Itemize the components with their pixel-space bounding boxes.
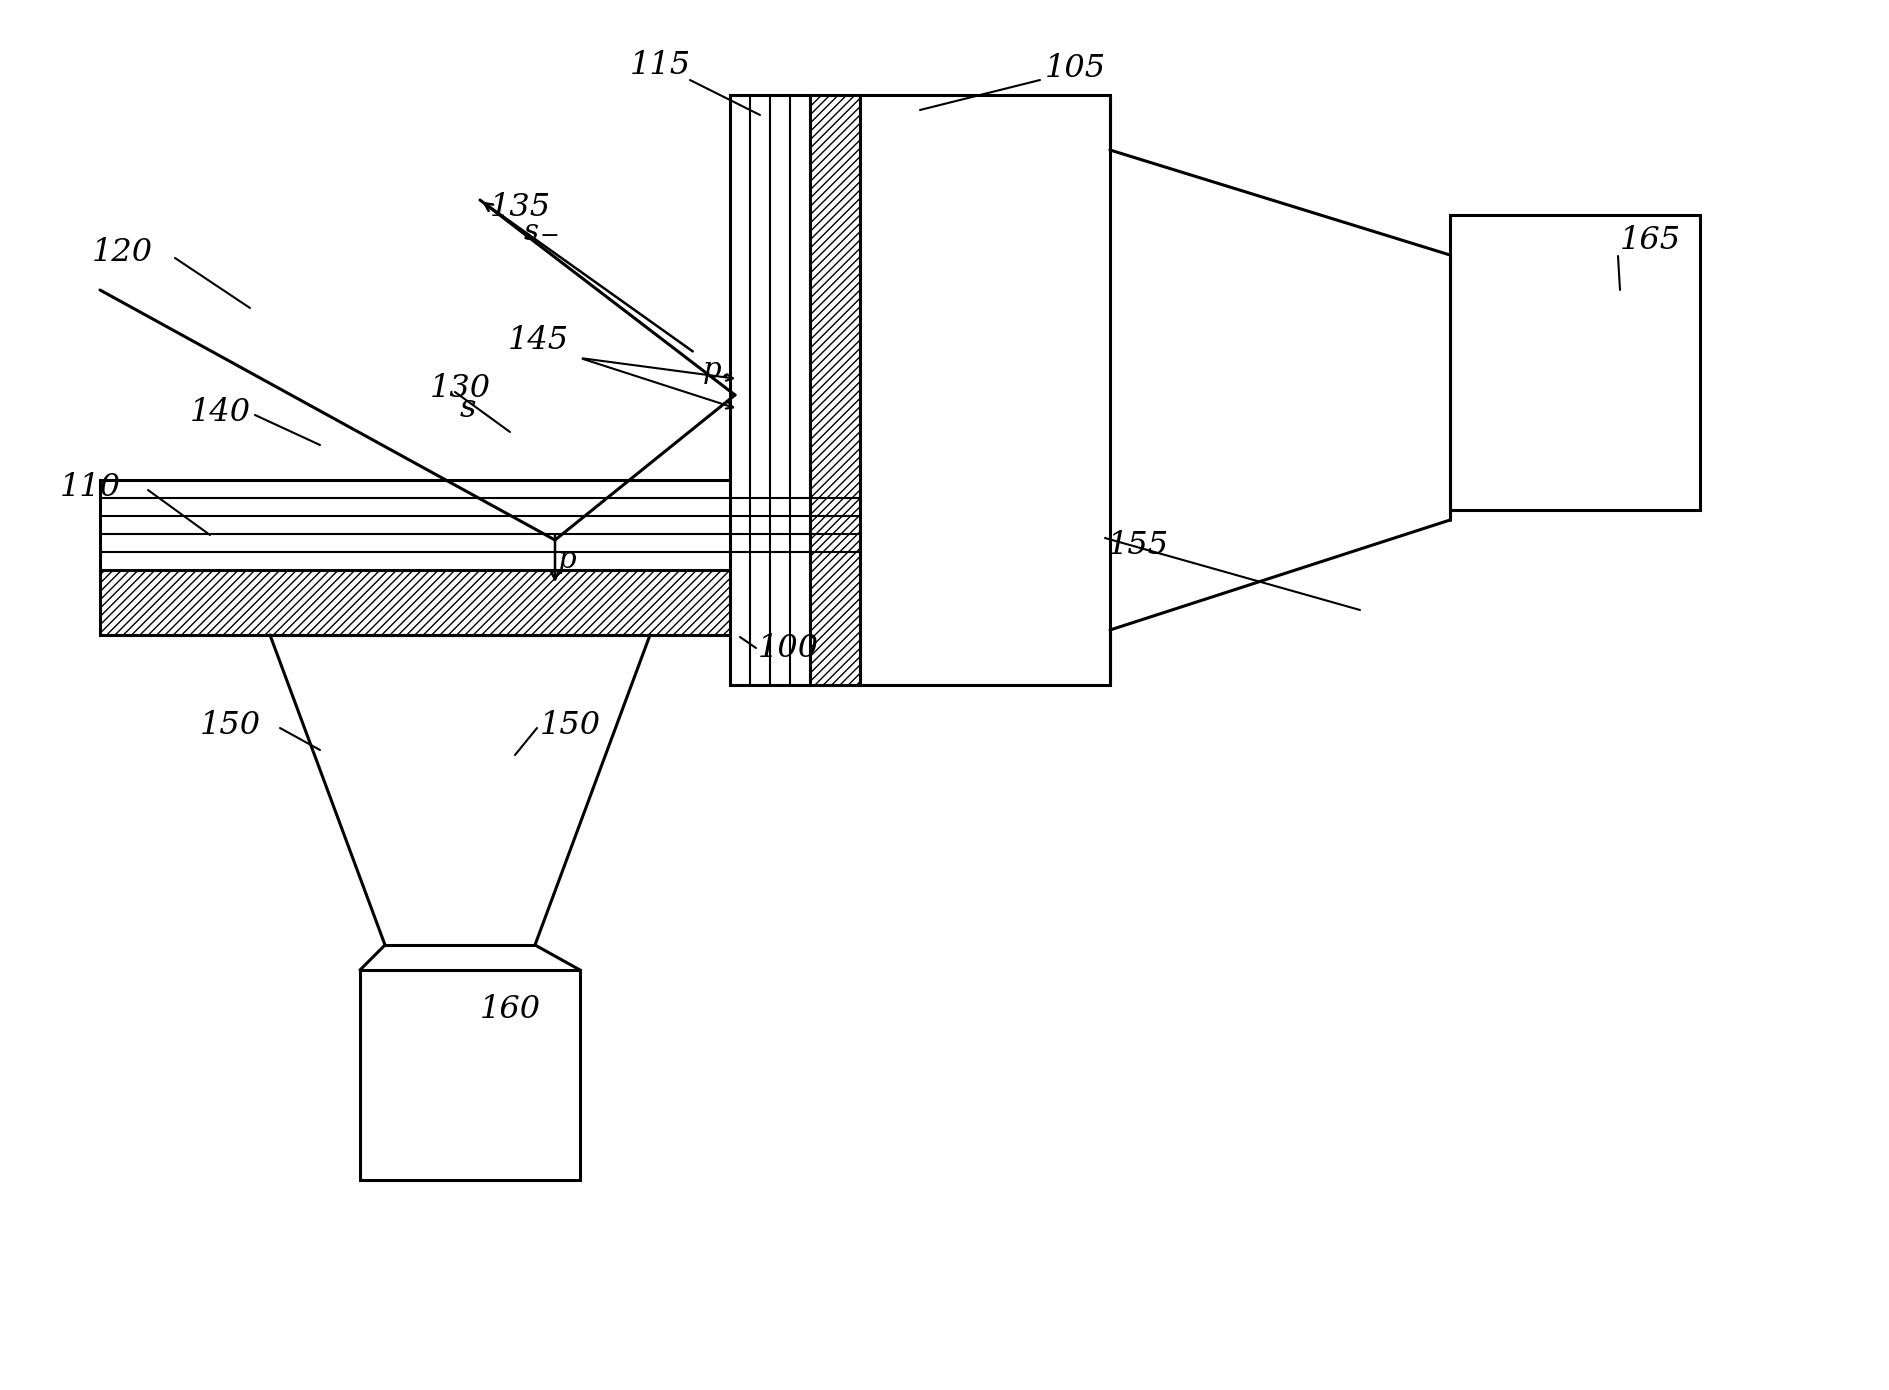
Bar — [100, 570, 859, 635]
Text: p: p — [557, 546, 576, 574]
Text: 115: 115 — [629, 50, 691, 81]
Text: 130: 130 — [431, 373, 491, 403]
Text: 150: 150 — [540, 709, 601, 741]
Text: 100: 100 — [757, 632, 818, 663]
Bar — [859, 95, 1109, 685]
Text: 150: 150 — [200, 709, 261, 741]
Bar — [359, 970, 580, 1180]
Text: 165: 165 — [1619, 225, 1679, 256]
Text: s: s — [459, 392, 476, 424]
Bar — [100, 480, 859, 570]
Bar — [729, 95, 810, 685]
Text: 155: 155 — [1107, 530, 1169, 560]
Text: 120: 120 — [93, 236, 153, 267]
Text: 110: 110 — [60, 471, 121, 503]
Text: 145: 145 — [508, 324, 569, 356]
Bar — [1449, 215, 1698, 510]
Text: 105: 105 — [1045, 53, 1105, 83]
Text: −: − — [538, 225, 559, 247]
Bar — [810, 95, 859, 685]
Text: s: s — [523, 218, 538, 246]
Text: 140: 140 — [191, 396, 251, 428]
Text: p.: p. — [703, 356, 731, 384]
Text: 135: 135 — [489, 192, 552, 222]
Text: 160: 160 — [480, 994, 540, 1026]
